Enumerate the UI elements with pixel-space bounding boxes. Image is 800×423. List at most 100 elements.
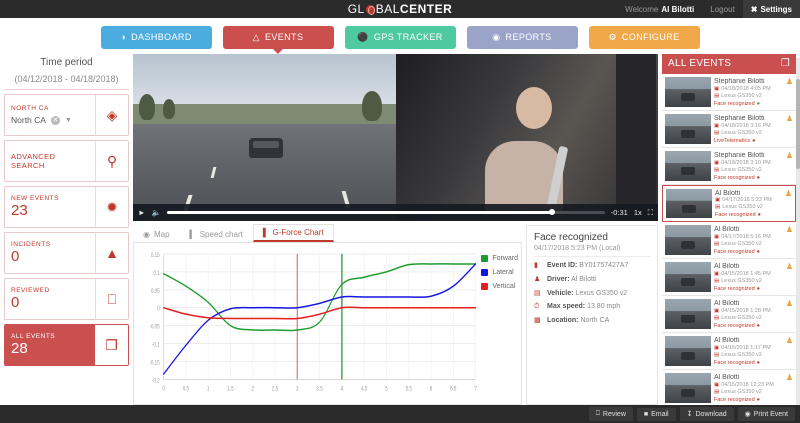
fullscreen-icon[interactable]: ⛶: [647, 207, 653, 217]
detail-value-driver: Al Bilotti: [571, 275, 597, 283]
time-period-range[interactable]: (04/12/2018 - 04/18/2018): [4, 72, 129, 90]
video-cabin-view[interactable]: [395, 54, 658, 221]
calendar-icon: ▣: [714, 307, 720, 314]
page-scrollbar[interactable]: [796, 58, 800, 405]
stat-card-all-events[interactable]: ALL EVENTS 28 ❐: [4, 324, 129, 366]
event-meta: Stephanie Bilotti ▣ 04/18/2018 3:10 PM ▤ Lex…: [714, 151, 781, 181]
y-tick-label: 0: [157, 306, 160, 313]
email-button[interactable]: ■ Email: [636, 407, 676, 421]
event-thumbnail[interactable]: [665, 261, 711, 292]
car-icon: ▤: [714, 166, 720, 173]
g-force-plot[interactable]: 0.15 0.1 0.05 0 -0.05 -0.1 -0.15 -0.2 0 0.5 1 1.5 2 2…: [133, 243, 522, 405]
video-road-view[interactable]: [133, 54, 396, 221]
event-thumbnail[interactable]: [665, 150, 711, 181]
settings-button[interactable]: ✖ Settings: [742, 0, 800, 18]
video-time-remaining: -0:31: [610, 208, 628, 217]
event-thumbnail[interactable]: [665, 372, 711, 403]
tab-speed-chart-label: Speed chart: [199, 229, 243, 239]
nav-tab-dashboard[interactable]: ◑ DASHBOARD: [100, 25, 212, 49]
nav-tab-reports-label: REPORTS: [505, 32, 552, 42]
x-tick-label: 3: [296, 386, 299, 393]
nav-tab-events[interactable]: △ EVENTS: [222, 25, 334, 54]
event-tag-label: Face recognized: [714, 359, 755, 366]
car-icon: ▤: [714, 314, 720, 321]
map-pin-icon[interactable]: ◈: [95, 95, 128, 135]
red-dot-icon: ●: [752, 137, 756, 144]
page-scrollbar-thumb[interactable]: [796, 78, 800, 170]
video-controls[interactable]: ► 🔈 -0:31 1x ⛶: [133, 204, 658, 221]
play-icon[interactable]: ►: [138, 208, 146, 217]
tab-g-force-chart[interactable]: ▌ G-Force Chart: [252, 224, 334, 242]
event-vehicle-row: ▤ Lexus GS350 v2: [714, 93, 781, 99]
event-driver-name: Stephanie Bilotti: [714, 114, 765, 122]
advanced-search-card[interactable]: ADVANCED SEARCH ⚲: [4, 140, 129, 182]
detail-value-max-speed: 13.80 mph: [587, 303, 621, 311]
event-vehicle-row: ▤ Lexus GS350 v2: [714, 278, 781, 284]
video-progress-bar[interactable]: [166, 209, 605, 215]
event-thumbnail[interactable]: [665, 298, 711, 329]
red-dot-icon: ●: [756, 248, 760, 255]
event-tag: Face recognized ●: [714, 101, 781, 107]
video-player[interactable]: ► 🔈 -0:31 1x ⛶: [133, 54, 658, 221]
event-list-item[interactable]: Al Bilotti ▣ 04/15/2018 12:23 PM ▤ Lexus GS3…: [662, 369, 796, 405]
stat-reviewed-left: REVIEWED 0: [5, 279, 95, 319]
event-avatar: ♟: [784, 188, 792, 198]
calendar-icon: ▣: [714, 381, 720, 388]
event-thumbnail[interactable]: [665, 224, 711, 255]
y-tick-label: -0.2: [152, 378, 160, 385]
nav-tab-configure[interactable]: ⚙ CONFIGURE: [588, 25, 700, 49]
search-icon[interactable]: ⚲: [95, 141, 128, 181]
stat-card-incidents[interactable]: INCIDENTS 0 ▲: [4, 232, 129, 274]
event-list-item[interactable]: Al Bilotti ▣ 04/15/2018 1:45 PM ▤ Lexus GS35…: [662, 258, 796, 296]
alert-badge-icon: ✹: [95, 187, 128, 227]
detail-label-event-id: Event ID:: [547, 262, 578, 269]
event-list-item[interactable]: Al Bilotti ▣ 04/15/2018 1:17 PM ▤ Lexus GS35…: [662, 332, 796, 370]
app-logo[interactable]: GL BALCENTER: [348, 2, 453, 16]
print-event-button[interactable]: ◉ Print Event: [737, 407, 795, 421]
advanced-search-left: ADVANCED SEARCH: [5, 141, 95, 181]
stat-card-reviewed[interactable]: REVIEWED 0 ⎕: [4, 278, 129, 320]
event-date-row: ▣ 04/18/2018 4:05 PM: [714, 86, 781, 92]
event-list-item[interactable]: Al Bilotti ▣ 04/17/2018 5:23 PM ▤ Lexus GS35…: [662, 184, 796, 222]
nav-tab-gps-tracker[interactable]: ⚫ GPS TRACKER: [344, 25, 456, 49]
volume-icon[interactable]: 🔈: [151, 208, 161, 217]
chevron-down-icon[interactable]: ▼: [64, 116, 72, 124]
monitor-icon: ⎕: [95, 279, 128, 319]
event-list-item[interactable]: Stephanie Bilotti ▣ 04/18/2018 3:10 PM ▤ Lex…: [662, 147, 796, 185]
logout-button[interactable]: Logout: [710, 4, 735, 14]
event-thumbnail[interactable]: [665, 335, 711, 366]
car-icon: ▤: [714, 129, 720, 136]
road-tree: [163, 99, 175, 120]
y-tick-label: 0.15: [151, 252, 160, 259]
clear-circle-icon[interactable]: ✕: [50, 115, 60, 125]
thumbnail-vehicle: [681, 388, 695, 397]
region-select[interactable]: North CA ✕ ▼: [11, 115, 89, 125]
car-icon: ▤: [714, 351, 720, 358]
review-button[interactable]: ⎕ Review: [588, 407, 633, 421]
stat-card-new-events[interactable]: NEW EVENTS 23 ✹: [4, 186, 129, 228]
video-progress-knob[interactable]: [549, 209, 556, 215]
download-button[interactable]: ↧ Download: [679, 407, 734, 421]
tab-speed-chart[interactable]: ▍ Speed chart: [180, 225, 253, 242]
left-sidebar: Time period (04/12/2018 - 04/18/2018) NO…: [4, 54, 129, 405]
region-value: North CA: [11, 115, 46, 125]
event-thumbnail[interactable]: [665, 76, 711, 107]
event-list-item[interactable]: Al Bilotti ▣ 04/17/2018 5:16 PM ▤ Lexus GS35…: [662, 221, 796, 259]
event-thumbnail[interactable]: [665, 113, 711, 144]
email-button-label: Email: [651, 410, 669, 418]
video-speed-button[interactable]: 1x: [633, 208, 642, 217]
event-thumbnail[interactable]: [666, 188, 712, 218]
event-date: 04/17/2018 5:16 PM: [721, 233, 771, 240]
event-meta: Al Bilotti ▣ 04/15/2018 1:28 PM ▤ Lexus GS35…: [714, 299, 781, 329]
event-list-item[interactable]: Stephanie Bilotti ▣ 04/18/2018 4:05 PM ▤ Lex…: [662, 73, 796, 111]
event-list-item[interactable]: Stephanie Bilotti ▣ 04/18/2018 3:16 PM ▤ Lex…: [662, 110, 796, 148]
x-tick-label: 5: [385, 386, 388, 393]
event-list-item[interactable]: Al Bilotti ▣ 04/15/2018 1:28 PM ▤ Lexus GS35…: [662, 295, 796, 333]
tab-map[interactable]: ◉ Map: [133, 225, 180, 242]
all-events-list[interactable]: Stephanie Bilotti ▣ 04/18/2018 4:05 PM ▤ Lex…: [662, 73, 796, 405]
event-details-panel: Face recognized 04/17/2018 5:23 PM (Loca…: [526, 225, 658, 405]
region-selector-card[interactable]: NORTH CA North CA ✕ ▼ ◈: [4, 94, 129, 136]
nav-tab-reports[interactable]: ◉ REPORTS: [466, 25, 578, 49]
event-tag: LiveTelematics ●: [714, 138, 781, 144]
copy-icon[interactable]: ❐: [780, 58, 790, 70]
